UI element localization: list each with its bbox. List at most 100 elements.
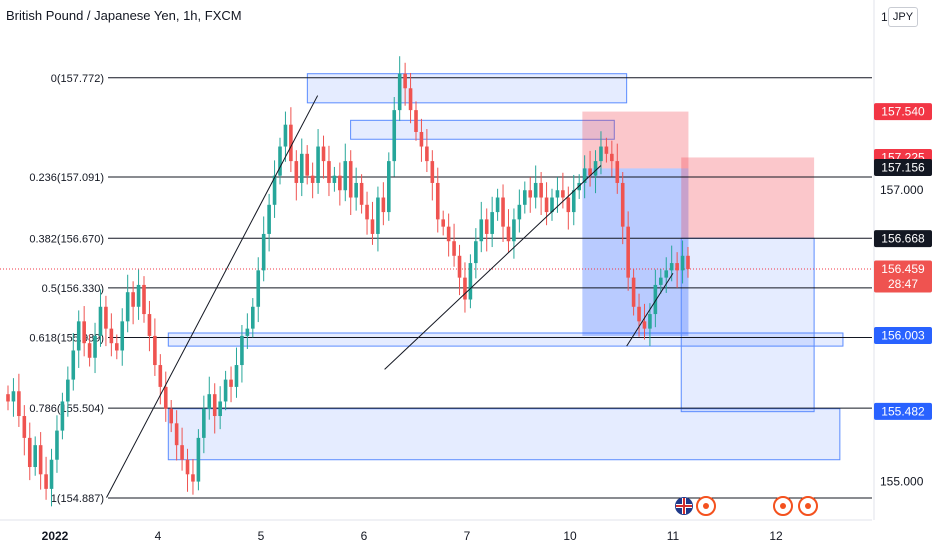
candle-body[interactable] bbox=[66, 379, 70, 402]
candle-body[interactable] bbox=[196, 437, 201, 482]
candle-body[interactable] bbox=[512, 219, 516, 242]
candle-body[interactable] bbox=[327, 161, 331, 183]
candle-body[interactable] bbox=[321, 146, 326, 162]
candle-body[interactable] bbox=[528, 190, 533, 198]
candle-body[interactable] bbox=[571, 190, 576, 213]
candle-body[interactable] bbox=[566, 197, 571, 213]
candle-body[interactable] bbox=[109, 328, 114, 344]
candle-body[interactable] bbox=[245, 328, 250, 336]
candle-body[interactable] bbox=[642, 321, 647, 329]
candle-body[interactable] bbox=[174, 423, 179, 446]
candle-body[interactable] bbox=[653, 284, 658, 315]
candle-body[interactable] bbox=[251, 306, 255, 329]
candle-body[interactable] bbox=[397, 73, 402, 111]
candle-body[interactable] bbox=[686, 255, 690, 270]
candle-body[interactable] bbox=[452, 241, 456, 256]
candle-body[interactable] bbox=[675, 263, 679, 271]
candle-body[interactable] bbox=[115, 343, 119, 351]
candle-body[interactable] bbox=[289, 124, 293, 162]
candle-body[interactable] bbox=[387, 161, 391, 213]
candle-body[interactable] bbox=[120, 321, 125, 351]
candle-body[interactable] bbox=[403, 73, 407, 89]
candle-body[interactable] bbox=[593, 161, 598, 176]
candle-body[interactable] bbox=[131, 292, 135, 307]
candle-body[interactable] bbox=[468, 263, 473, 300]
candle-body[interactable] bbox=[435, 182, 440, 220]
candle-body[interactable] bbox=[136, 284, 141, 307]
candle-body[interactable] bbox=[33, 445, 37, 468]
candle-body[interactable] bbox=[261, 233, 266, 271]
candle-body[interactable] bbox=[272, 175, 277, 205]
candle-body[interactable] bbox=[202, 408, 206, 438]
candle-body[interactable] bbox=[44, 474, 48, 489]
candle-body[interactable] bbox=[561, 190, 565, 198]
candle-body[interactable] bbox=[523, 190, 527, 205]
candle-body[interactable] bbox=[17, 391, 21, 417]
candle-body[interactable] bbox=[240, 335, 244, 366]
candle-body[interactable] bbox=[474, 241, 478, 264]
candle-body[interactable] bbox=[359, 182, 364, 205]
currency-badge[interactable]: JPY bbox=[888, 7, 918, 27]
candle-body[interactable] bbox=[615, 161, 620, 183]
candle-body[interactable] bbox=[147, 314, 152, 336]
candle-body[interactable] bbox=[343, 161, 348, 191]
candle-body[interactable] bbox=[490, 212, 494, 234]
candle-body[interactable] bbox=[539, 182, 543, 198]
candle-body[interactable] bbox=[370, 219, 375, 234]
candle-body[interactable] bbox=[582, 168, 587, 183]
candle-body[interactable] bbox=[125, 292, 130, 322]
candle-body[interactable] bbox=[191, 474, 195, 482]
candle-body[interactable] bbox=[544, 197, 549, 213]
candle-body[interactable] bbox=[305, 153, 309, 176]
zone-supply-top[interactable] bbox=[306, 73, 628, 104]
candle-body[interactable] bbox=[620, 182, 625, 227]
candle-body[interactable] bbox=[299, 153, 304, 183]
candle-body[interactable] bbox=[158, 365, 163, 387]
candle-body[interactable] bbox=[256, 270, 261, 307]
candle-body[interactable] bbox=[430, 161, 435, 183]
zone-demand-mid[interactable] bbox=[167, 332, 844, 347]
candle-body[interactable] bbox=[506, 226, 511, 242]
candle-body[interactable] bbox=[87, 343, 92, 358]
candle-body[interactable] bbox=[354, 182, 358, 198]
candle-body[interactable] bbox=[27, 437, 32, 468]
candle-body[interactable] bbox=[76, 321, 81, 351]
candle-body[interactable] bbox=[6, 394, 10, 402]
candle-body[interactable] bbox=[22, 416, 27, 438]
candle-body[interactable] bbox=[316, 146, 320, 183]
trendline[interactable] bbox=[626, 273, 674, 347]
candle-body[interactable] bbox=[163, 386, 168, 409]
candle-body[interactable] bbox=[180, 445, 184, 460]
candle-body[interactable] bbox=[104, 306, 108, 329]
candle-body[interactable] bbox=[60, 401, 65, 431]
candle-body[interactable] bbox=[49, 459, 54, 489]
candle-body[interactable] bbox=[55, 430, 59, 460]
candle-body[interactable] bbox=[414, 110, 418, 132]
candle-body[interactable] bbox=[218, 401, 222, 417]
candle-body[interactable] bbox=[495, 197, 500, 213]
candle-body[interactable] bbox=[637, 306, 641, 322]
candle-body[interactable] bbox=[234, 365, 239, 387]
candle-body[interactable] bbox=[185, 459, 190, 475]
candle-body[interactable] bbox=[419, 131, 424, 147]
candle-body[interactable] bbox=[365, 204, 369, 220]
zone-trade1-stop[interactable] bbox=[582, 111, 689, 169]
candle-body[interactable] bbox=[604, 146, 609, 154]
candle-body[interactable] bbox=[457, 255, 462, 278]
candle-body[interactable] bbox=[517, 204, 522, 220]
candle-body[interactable] bbox=[153, 335, 157, 366]
candle-body[interactable] bbox=[98, 306, 103, 336]
candle-body[interactable] bbox=[310, 175, 315, 183]
uk-flag-icon[interactable] bbox=[675, 497, 693, 515]
candle-body[interactable] bbox=[338, 175, 342, 191]
zone-trade2-target[interactable] bbox=[680, 237, 815, 413]
candle-body[interactable] bbox=[669, 263, 674, 271]
candle-body[interactable] bbox=[680, 255, 685, 271]
candle-body[interactable] bbox=[446, 226, 451, 242]
candle-body[interactable] bbox=[93, 335, 97, 358]
candle-body[interactable] bbox=[207, 394, 212, 409]
candle-body[interactable] bbox=[82, 321, 86, 344]
candle-body[interactable] bbox=[664, 270, 669, 278]
candle-body[interactable] bbox=[392, 110, 397, 162]
